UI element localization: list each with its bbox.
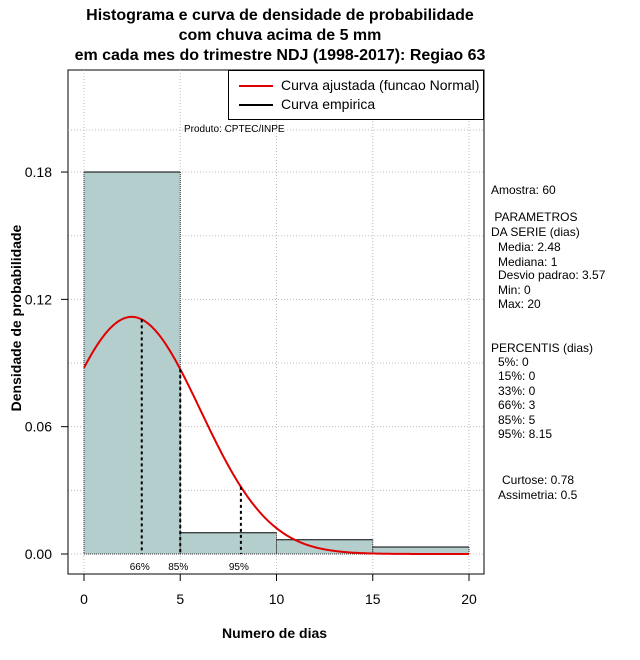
histogram-bar [84,172,181,555]
y-tick-label: 0.06 [25,419,52,435]
chart-title-line-1: Histograma e curva de densidade de proba… [86,7,474,24]
y-axis-label: Densidade de probabilidade [8,224,24,412]
x-tick-label: 15 [365,591,381,607]
legend-label-normal: Curva ajustada (funcao Normal) [281,77,480,93]
legend: Curva ajustada (funcao Normal) Curva emp… [228,70,484,120]
legend-swatch-empirica [239,104,273,107]
x-tick-label: 10 [269,591,285,607]
x-tick-label: 0 [80,591,88,607]
stat-p95: 95%: 8.15 [498,427,553,441]
axes-layer: 0 5 10 15 20 0.00 0.06 0.12 0.18 [25,164,477,607]
legend-item-normal: Curva ajustada (funcao Normal) [239,77,479,93]
stat-percentis-title: PERCENTIS (dias) [491,341,594,355]
histogram-bar [180,532,277,554]
y-tick-label: 0.12 [25,291,52,307]
stat-media: Media: 2.48 [498,240,561,254]
y-tick-label: 0.18 [25,164,52,180]
histogram-bar [372,546,469,554]
x-axis-label: Numero de dias [222,625,328,641]
stat-p5: 5%: 0 [498,355,529,369]
stat-desvio: Desvio padrao: 3.57 [498,268,606,282]
x-tick-label: 20 [461,591,477,607]
stat-max: Max: 20 [498,297,541,311]
stat-p85: 85%: 5 [498,413,536,427]
chart-title-line-2: com chuva acima de 5 mm [178,27,382,44]
y-tick-label: 0.00 [25,546,52,562]
legend-label-empirica: Curva empirica [281,96,376,112]
percentile-label-2: 85% [168,562,188,573]
percentile-markers: 66% 85% 95% [130,319,249,573]
x-tick-label: 5 [176,591,184,607]
stat-p66: 66%: 3 [498,398,536,412]
stat-amostra: Amostra: 60 [491,183,556,197]
stat-curtose: Curtose: 0.78 [502,473,575,487]
legend-item-empirica: Curva empirica [239,96,375,112]
stat-mediana: Mediana: 1 [498,255,558,269]
curve-layer [83,315,469,555]
produto-label: Produto: CPTEC/INPE [184,124,285,135]
stat-assimetria: Assimetria: 0.5 [498,488,578,502]
stat-parametros-title-2: DA SERIE (dias) [491,225,580,239]
histogram-bar [276,539,373,554]
chart-title-line-3: em cada mes do trimestre NDJ (1998-2017)… [74,47,486,64]
percentile-label-1: 66% [130,562,150,573]
stat-p33: 33%: 0 [498,384,536,398]
stat-min: Min: 0 [498,283,531,297]
stat-parametros-title-1: PARAMETROS [491,210,578,224]
stat-p15: 15%: 0 [498,369,536,383]
percentile-label-3: 95% [229,562,249,573]
normal-curve-line [83,315,469,555]
legend-swatch-normal [239,85,273,88]
